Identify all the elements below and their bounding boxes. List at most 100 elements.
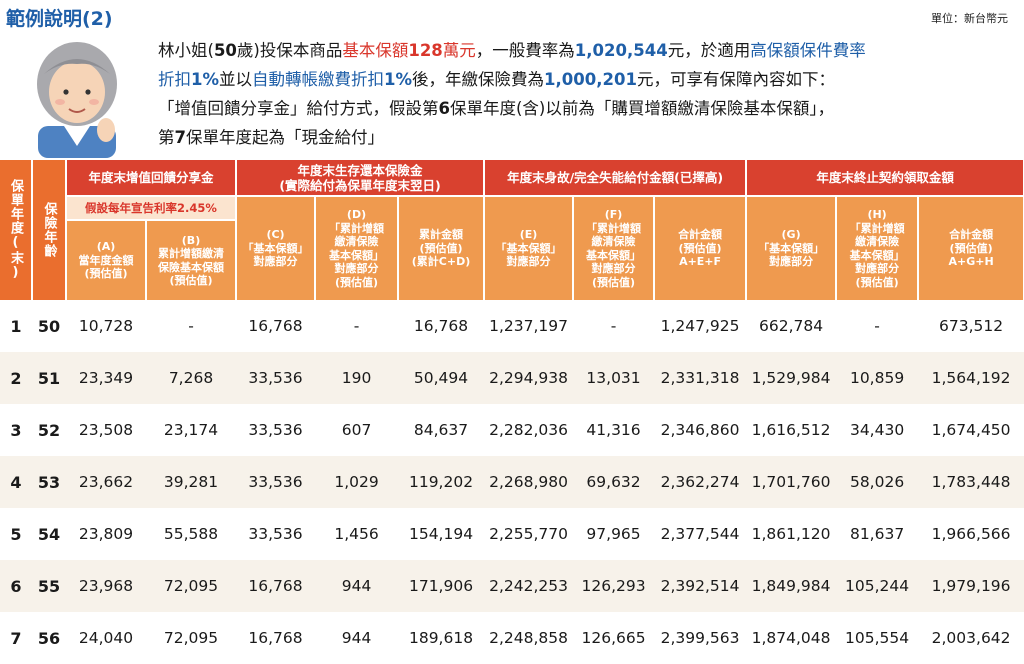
table-cell: 119,202: [398, 456, 485, 508]
age-cell: 51: [32, 352, 66, 404]
table-cell: 662,784: [759, 317, 824, 335]
table-cell: 1,966,566: [931, 525, 1011, 543]
table-cell: 34,430: [849, 421, 905, 439]
header-insured-age: 保險年齡: [32, 160, 67, 300]
assumed-rate-note: 假設每年宣告利率2.45%: [66, 195, 238, 220]
table-cell: 1,783,448: [918, 456, 1024, 508]
policy-year-cell: 7: [10, 628, 22, 648]
table-cell: 23,174: [163, 421, 219, 439]
table-cell: 1,701,760: [746, 456, 837, 508]
header-group-survival: 年度末生存還本保險金 (實際給付為保單年度末翌日): [236, 160, 486, 196]
header-group-bonus: 年度末增值回饋分享金: [66, 160, 238, 196]
table-cell: 1,849,984: [746, 560, 837, 612]
table-cell: 23,809: [78, 525, 134, 543]
table-cell: 2,362,274: [654, 456, 747, 508]
table-cell: 41,316: [586, 421, 641, 439]
header-group-surrender: 年度末終止契約領取金額: [746, 160, 1024, 196]
table-cell: 23,508: [78, 421, 134, 439]
table-cell: 1,616,512: [751, 421, 831, 439]
table-cell: 2,377,544: [660, 525, 740, 543]
table-cell: 1,874,048: [751, 629, 831, 647]
table-cell: 126,293: [573, 560, 655, 612]
table-cell: 7,268: [146, 352, 237, 404]
table-cell: 126,665: [581, 629, 646, 647]
table-cell: 33,536: [236, 456, 316, 508]
intro-line-1: 林小姐(50歲)投保本商品基本保額128萬元，一般費率為1,020,544元，於…: [158, 41, 866, 60]
age-cell: 55: [32, 560, 66, 612]
table-cell: 23,968: [66, 560, 146, 612]
table-cell: 2,346,860: [660, 421, 740, 439]
table-cell: 1,247,925: [660, 317, 740, 335]
table-cell: 50,494: [398, 352, 485, 404]
table-cell: 10,728: [78, 317, 134, 335]
table-cell: 84,637: [413, 421, 469, 439]
table-cell: 2,242,253: [484, 560, 574, 612]
table-cell: 2,248,858: [489, 629, 568, 647]
table-cell: 673,512: [939, 317, 1004, 335]
table-cell: 105,554: [845, 629, 910, 647]
table-cell: 72,095: [163, 629, 219, 647]
table-cell: 154,194: [408, 525, 474, 543]
table-row: 3 52 23,508 23,174 33,536 607 84,637 2,282,036 4…: [0, 404, 1024, 456]
table-cell: 23,349: [66, 352, 146, 404]
table-cell: 33,536: [236, 352, 316, 404]
col-header-b: (B) 累計增額繳清 保險基本保額 (預估值): [146, 219, 238, 300]
table-cell: 16,768: [413, 317, 469, 335]
age-cell: 54: [37, 524, 61, 544]
benefit-table: 保單年度(末) 保險年齡 年度末增值回饋分享金 年度末生存還本保險金 (實際給付為…: [0, 160, 1024, 664]
table-cell: 190: [315, 352, 399, 404]
table-cell: 55,588: [163, 525, 219, 543]
table-cell: 105,244: [836, 560, 919, 612]
woman-avatar-illustration: [37, 42, 117, 158]
policy-year-cell: 1: [10, 316, 22, 336]
age-cell: 52: [37, 420, 61, 440]
table-cell: 1,861,120: [751, 525, 831, 543]
table-cell: 97,965: [586, 525, 641, 543]
table-cell: 1,564,192: [918, 352, 1024, 404]
table-cell: 2,255,770: [489, 525, 568, 543]
table-cell: 39,281: [146, 456, 237, 508]
table-cell: -: [353, 317, 360, 335]
table-cell: 33,536: [248, 421, 303, 439]
table-cell: 33,536: [248, 525, 303, 543]
col-header-cd: 累計金額 (預估值) (累計C+D): [398, 195, 486, 300]
table-cell: 13,031: [573, 352, 655, 404]
table-cell: 81,637: [849, 525, 905, 543]
currency-unit: 單位：新台幣元: [931, 12, 1008, 25]
table-cell: 2,282,036: [489, 421, 568, 439]
table-cell: -: [188, 317, 194, 335]
table-cell: 2,268,980: [484, 456, 574, 508]
table-cell: 24,040: [78, 629, 134, 647]
table-row: 5 54 23,809 55,588 33,536 1,456 154,194 2,255,7…: [0, 508, 1024, 560]
table-cell: -: [874, 317, 880, 335]
col-header-agh: 合計金額 (預估值) A+G+H: [918, 195, 1024, 300]
table-cell: 1,979,196: [918, 560, 1024, 612]
table-cell: 1,029: [315, 456, 399, 508]
table-cell: 1,237,197: [489, 317, 568, 335]
table-cell: 1,529,984: [746, 352, 837, 404]
table-cell: 944: [315, 560, 399, 612]
table-cell: 944: [341, 629, 372, 647]
table-cell: 2,399,563: [660, 629, 740, 647]
table-cell: 58,026: [836, 456, 919, 508]
age-cell: 56: [37, 628, 61, 648]
header-group-death: 年度末身故/完全失能給付金額(已擇高): [484, 160, 748, 196]
table-cell: 23,662: [66, 456, 146, 508]
table-cell: 171,906: [398, 560, 485, 612]
table-cell: 2,003,642: [931, 629, 1011, 647]
policy-year-cell: 6: [0, 560, 32, 612]
policy-year-cell: 2: [0, 352, 32, 404]
table-cell: 16,768: [248, 629, 303, 647]
policy-year-cell: 3: [10, 420, 22, 440]
intro-line-3: 「增值回饋分享金」給付方式，假設第6保單年度(含)以前為「購買增額繳清保險基本保…: [158, 99, 835, 118]
table-row: 6 55 23,968 72,095 16,768 944 171,906 2,242,253…: [0, 560, 1024, 612]
col-header-d: (D) 「累計增額 繳清保險 基本保額」 對應部分 (預估值): [315, 195, 400, 300]
intro-line-4: 第7保單年度起為「現金給付」: [158, 128, 384, 147]
col-header-c: (C) 「基本保額」 對應部分: [236, 195, 317, 300]
table-cell: 607: [341, 421, 372, 439]
table-row: 4 53 23,662 39,281 33,536 1,029 119,202 2,268,9…: [0, 456, 1024, 508]
age-cell: 53: [32, 456, 66, 508]
col-header-aef: 合計金額 (預估值) A+E+F: [654, 195, 748, 300]
intro-line-2: 折扣1%並以自動轉帳繳費折扣1%後，年繳保險費為1,000,201元，可享有保障…: [158, 70, 835, 89]
example-description: 林小姐(50歲)投保本商品基本保額128萬元，一般費率為1,020,544元，於…: [158, 36, 1014, 152]
